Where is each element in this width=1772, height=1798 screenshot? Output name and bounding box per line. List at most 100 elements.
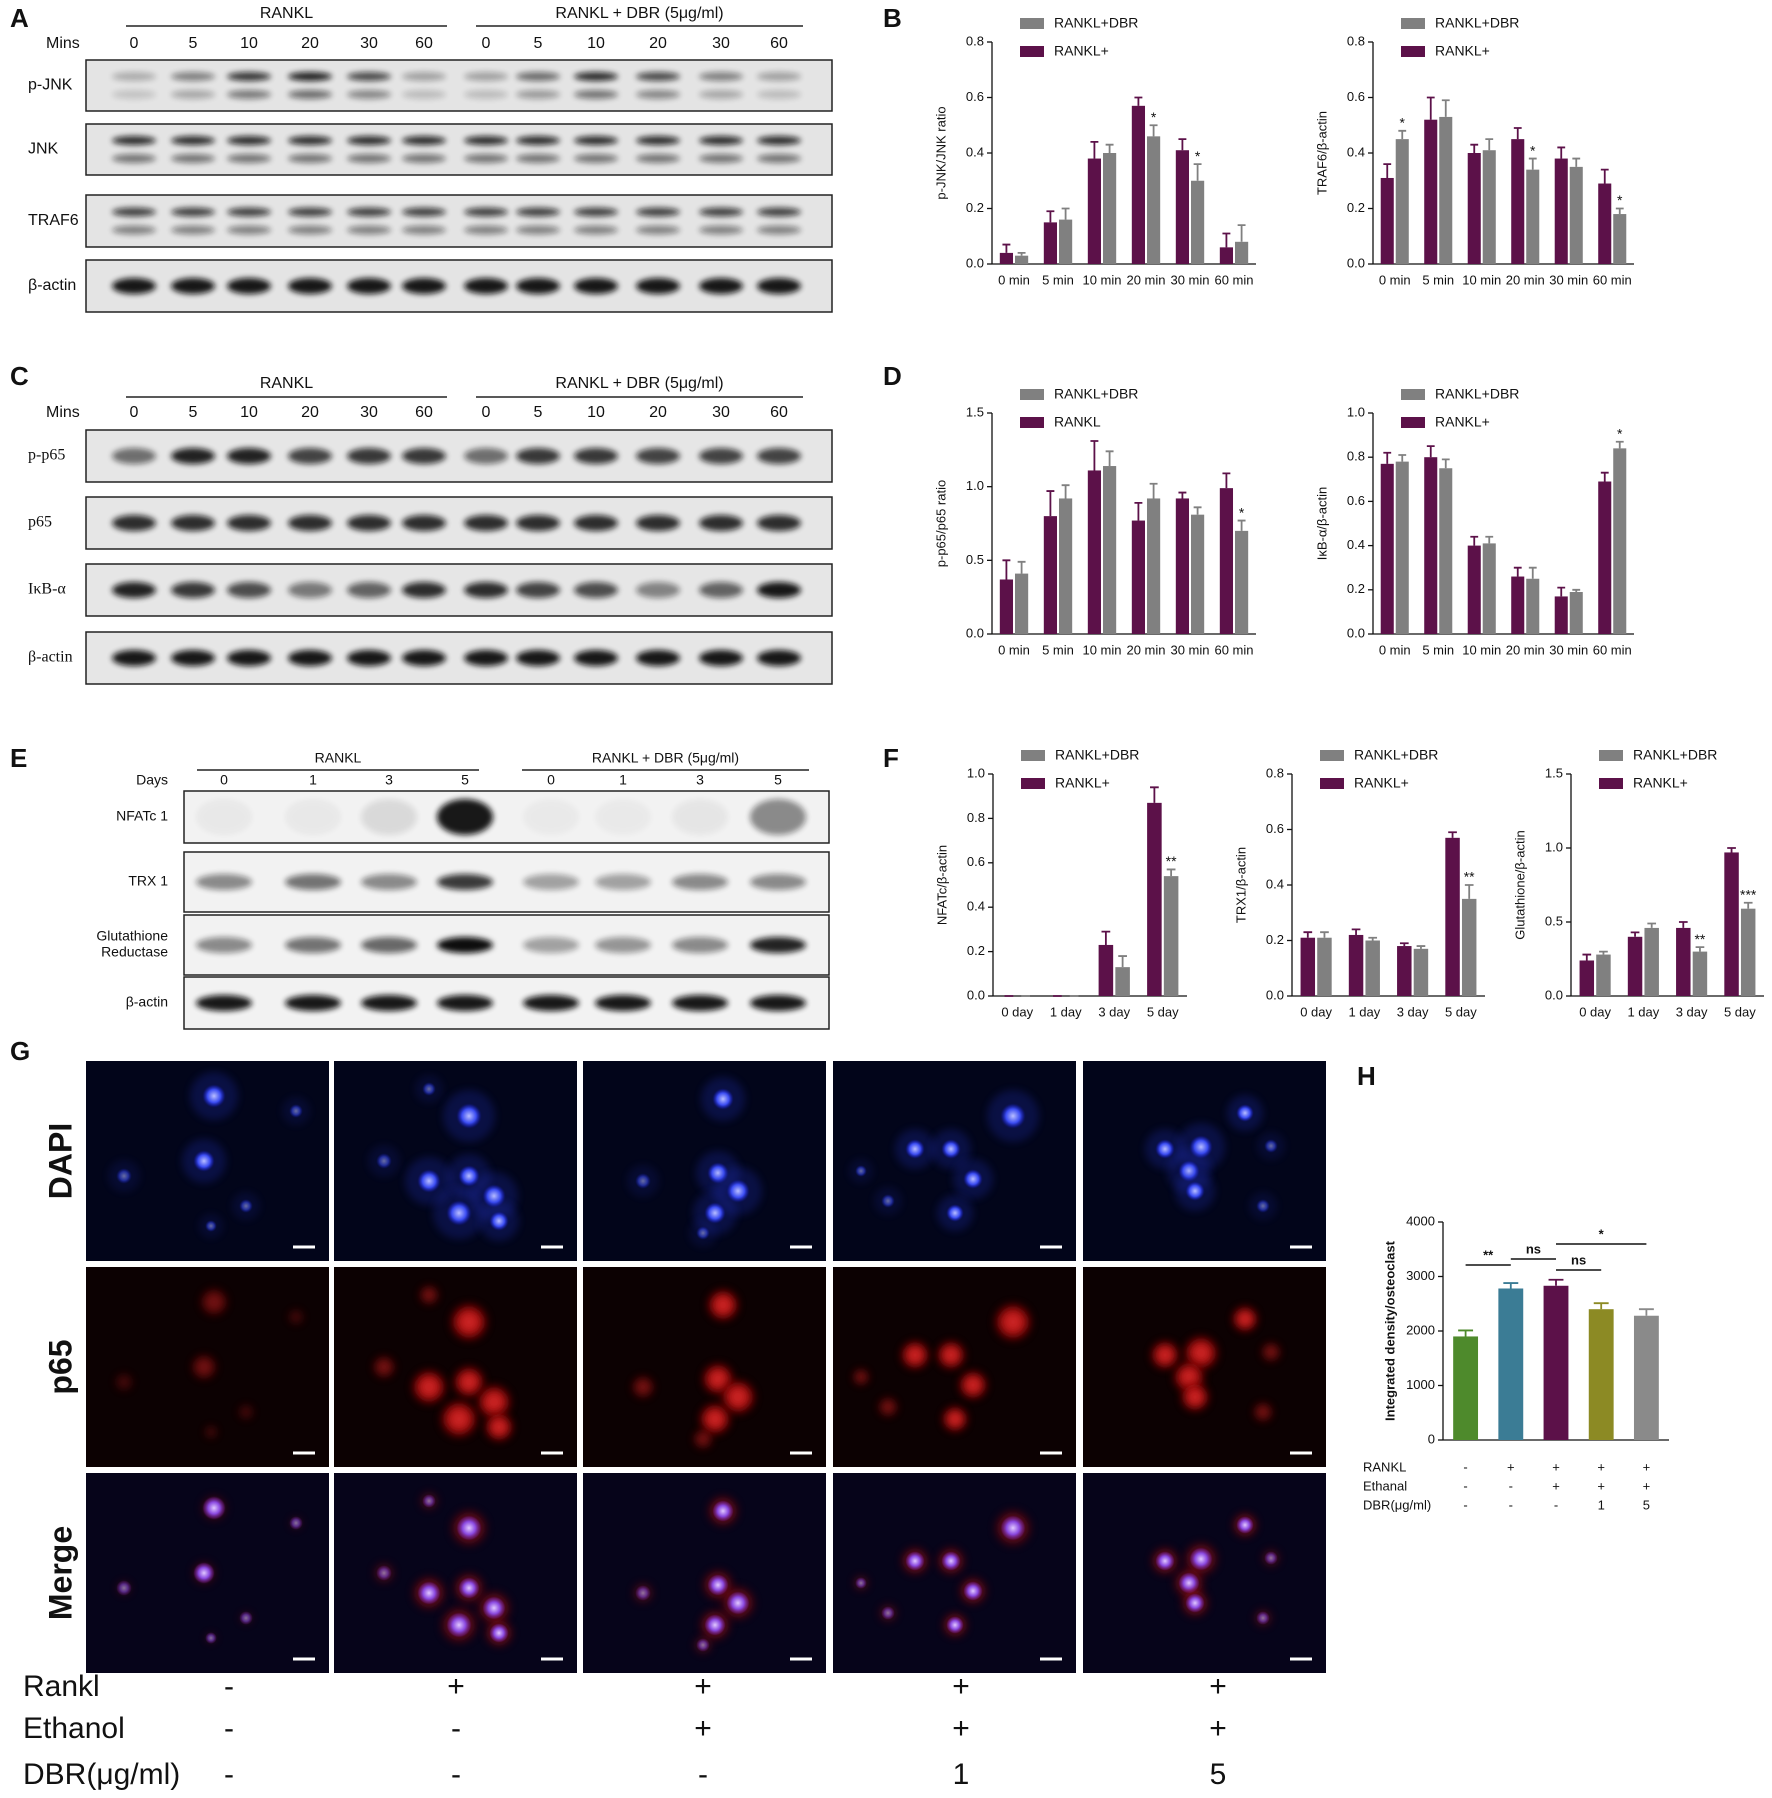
condition-label: Ethanal xyxy=(1363,1478,1407,1493)
band xyxy=(402,650,446,666)
condition-value: 1 xyxy=(1598,1497,1605,1512)
band xyxy=(516,90,560,99)
lane-label: 5 xyxy=(534,35,543,52)
x-tick-label: 10 min xyxy=(1462,272,1501,287)
error-bar xyxy=(1002,243,1011,253)
nucleus xyxy=(205,1220,217,1232)
error-bar xyxy=(1582,953,1592,961)
nucleus xyxy=(696,1638,710,1652)
condition-value: - xyxy=(1463,1459,1467,1474)
band xyxy=(227,72,271,81)
legend-label: RANKL+ xyxy=(1435,414,1490,430)
x-tick-label: 20 min xyxy=(1506,272,1545,287)
error-bar xyxy=(1002,559,1011,580)
band xyxy=(699,154,743,163)
error-bar xyxy=(1572,157,1581,167)
band xyxy=(699,582,743,598)
cell-p65 xyxy=(113,1371,135,1393)
condition-value: - xyxy=(451,1758,461,1791)
x-tick-label: 5 day xyxy=(1147,1004,1179,1019)
error-bar xyxy=(1061,207,1070,220)
condition-value: + xyxy=(952,1712,970,1745)
cell-p65 xyxy=(236,1402,256,1422)
condition-value: + xyxy=(447,1670,465,1703)
band xyxy=(464,154,508,163)
bar xyxy=(1482,543,1496,634)
y-tick-label: 0.0 xyxy=(1347,255,1365,270)
bracket-label: ** xyxy=(1483,1247,1494,1262)
band xyxy=(227,278,271,294)
band xyxy=(574,582,618,598)
bracket-label: ns xyxy=(1526,1241,1541,1256)
band xyxy=(402,225,446,235)
band xyxy=(699,278,743,294)
y-axis-label: Glutathione/β-actin xyxy=(1512,830,1527,939)
y-tick-label: 0.6 xyxy=(966,89,984,104)
bar xyxy=(1102,153,1117,264)
band xyxy=(288,90,332,99)
band xyxy=(523,874,579,890)
row-label: Glutathione xyxy=(96,928,168,944)
blot-strip xyxy=(183,914,830,976)
x-tick-label: 3 day xyxy=(1676,1004,1708,1019)
nucleus xyxy=(1236,1104,1254,1122)
band xyxy=(574,136,618,145)
stain-label: p65 xyxy=(42,1339,78,1394)
band xyxy=(699,225,743,235)
band xyxy=(227,225,271,235)
panel-letter: D xyxy=(883,361,902,391)
lane-label: 3 xyxy=(385,772,393,788)
band xyxy=(636,650,680,666)
nucleus xyxy=(946,1204,964,1222)
legend-label: RANKL+ xyxy=(1435,43,1490,59)
bar xyxy=(1234,241,1249,264)
x-tick-label: 5 day xyxy=(1724,1004,1756,1019)
nucleus xyxy=(963,1581,983,1601)
cell-p65 xyxy=(189,1352,219,1382)
cell-p65 xyxy=(203,1424,219,1440)
y-tick-label: 0.6 xyxy=(1266,821,1284,836)
bar xyxy=(1627,936,1643,996)
bar xyxy=(1453,1336,1479,1440)
error-bar xyxy=(1399,942,1409,947)
lane-label: 0 xyxy=(482,404,491,421)
nucleus xyxy=(881,1606,895,1620)
band xyxy=(516,448,560,464)
condition-label: RANKL xyxy=(1363,1459,1406,1474)
band xyxy=(574,207,618,217)
error-bar xyxy=(1503,1282,1519,1289)
error-bar xyxy=(1615,440,1624,449)
lane-title: Mins xyxy=(46,404,80,421)
error-bar xyxy=(1557,146,1566,159)
lane-label: 1 xyxy=(619,772,627,788)
y-axis-label: p-p65/p65 ratio xyxy=(933,480,948,567)
band xyxy=(112,154,156,163)
row-label: p-JNK xyxy=(28,77,73,94)
bar xyxy=(1579,960,1595,996)
x-tick-label: 1 day xyxy=(1348,1004,1380,1019)
x-tick-label: 5 min xyxy=(1042,642,1074,657)
error-bar xyxy=(1320,931,1329,938)
condition-value: 5 xyxy=(1210,1758,1227,1791)
error-bar xyxy=(1237,224,1246,242)
band xyxy=(347,136,391,145)
x-tick-label: 5 min xyxy=(1422,272,1454,287)
y-tick-label: 0.8 xyxy=(1266,765,1284,780)
error-bar xyxy=(1101,930,1111,945)
x-tick-label: 0 min xyxy=(998,642,1030,657)
legend-swatch xyxy=(1599,750,1623,761)
legend-label: RANKL+ xyxy=(1633,775,1688,791)
condition-value: + xyxy=(1552,1478,1560,1493)
lane-label: 3 xyxy=(696,772,704,788)
bar xyxy=(1676,927,1691,996)
band xyxy=(636,582,680,598)
y-tick-label: 3000 xyxy=(1406,1268,1435,1283)
row-label: β-actin xyxy=(28,277,76,294)
y-tick-label: 0 xyxy=(1428,1431,1435,1446)
band xyxy=(347,650,391,666)
error-bar xyxy=(1222,472,1231,489)
nucleus xyxy=(376,1153,392,1169)
nucleus xyxy=(456,1103,482,1129)
band xyxy=(699,136,743,145)
bar xyxy=(1146,498,1161,634)
